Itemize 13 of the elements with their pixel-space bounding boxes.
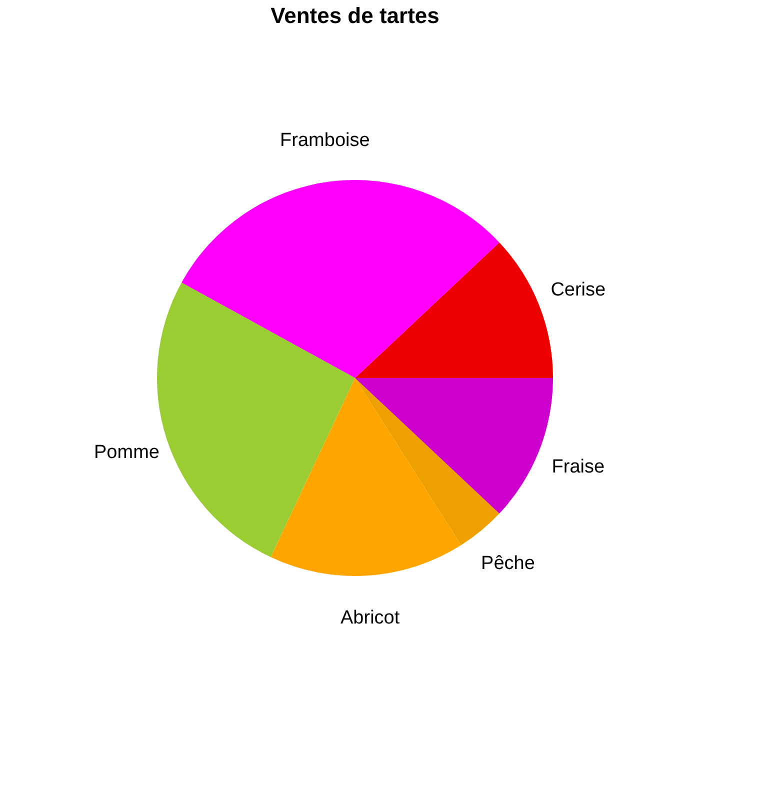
pie-slice: [355, 378, 553, 514]
slice-label: Cerise: [550, 280, 606, 301]
slice-label: Framboise: [280, 130, 370, 151]
pie-slice: [270, 378, 462, 576]
slice-label: Abricot: [340, 608, 400, 629]
pie-slice: [355, 242, 553, 378]
pie-slice: [355, 378, 500, 546]
slice-label: Pomme: [94, 442, 160, 464]
slice-label: Fraise: [552, 456, 605, 478]
chart-title: Ventes de tartes: [270, 3, 440, 28]
pie-slice: [157, 282, 355, 558]
slice-label: Pêche: [481, 552, 535, 574]
pie-slice: [181, 180, 500, 378]
